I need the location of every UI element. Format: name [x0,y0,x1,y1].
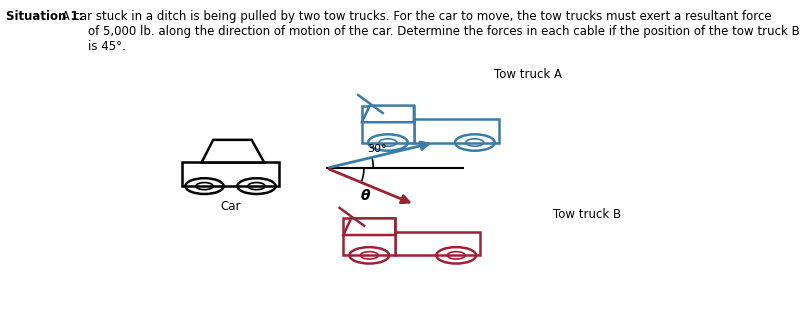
Polygon shape [202,140,264,163]
Text: Situation 1:: Situation 1: [6,10,84,23]
Bar [362,106,414,143]
Polygon shape [344,218,395,235]
Text: 30°: 30° [367,144,387,154]
Text: Car: Car [220,200,241,213]
Polygon shape [362,106,414,122]
Text: θ: θ [360,189,370,203]
Text: Tow truck B: Tow truck B [553,208,622,221]
Text: Tow truck A: Tow truck A [494,68,562,81]
Bar [183,163,279,186]
Bar [395,232,480,255]
Bar [414,120,498,143]
Text: A car stuck in a ditch is being pulled by two tow trucks. For the car to move, t: A car stuck in a ditch is being pulled b… [58,10,799,53]
Bar [344,218,395,255]
